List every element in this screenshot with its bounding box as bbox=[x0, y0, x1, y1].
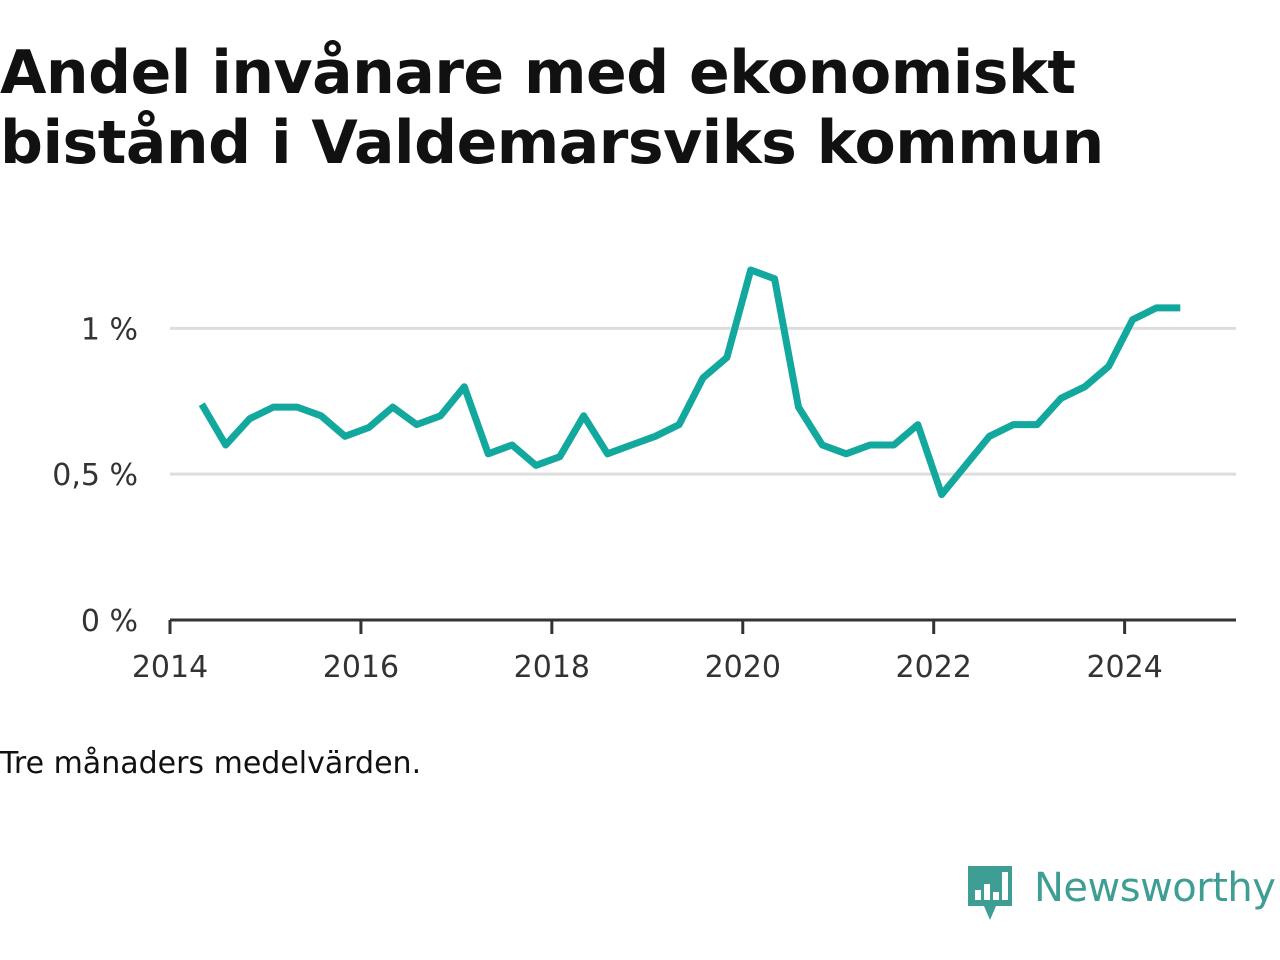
brand-name: Newsworthy bbox=[1034, 865, 1276, 911]
y-tick-label: 1 % bbox=[81, 312, 138, 347]
bar-chart-speech-bubble-icon bbox=[968, 866, 1012, 920]
y-tick-label: 0 % bbox=[81, 604, 138, 639]
x-tick-label: 2018 bbox=[514, 650, 590, 685]
gridlines bbox=[170, 326, 1236, 476]
chart-title: Andel invånare med ekonomiskt bistånd i … bbox=[0, 38, 1104, 178]
y-axis-tick-labels: 0 % 0,5 % 1 % bbox=[52, 312, 138, 639]
x-axis-ticks: 2014 2016 2018 2020 2022 2024 bbox=[132, 620, 1163, 685]
x-tick-label: 2014 bbox=[132, 650, 208, 685]
x-tick-label: 2022 bbox=[896, 650, 972, 685]
brand-logo: Newsworthy bbox=[964, 862, 1276, 926]
x-tick-label: 2020 bbox=[705, 650, 781, 685]
series-line bbox=[198, 266, 1181, 499]
y-tick-label: 0,5 % bbox=[52, 458, 138, 493]
chart-note: Tre månaders medelvärden. bbox=[0, 746, 422, 781]
line-chart: 0 % 0,5 % 1 % 2014 2016 2018 2020 2022 2024 bbox=[52, 266, 1236, 685]
x-tick-label: 2024 bbox=[1086, 650, 1162, 685]
x-tick-label: 2016 bbox=[323, 650, 399, 685]
